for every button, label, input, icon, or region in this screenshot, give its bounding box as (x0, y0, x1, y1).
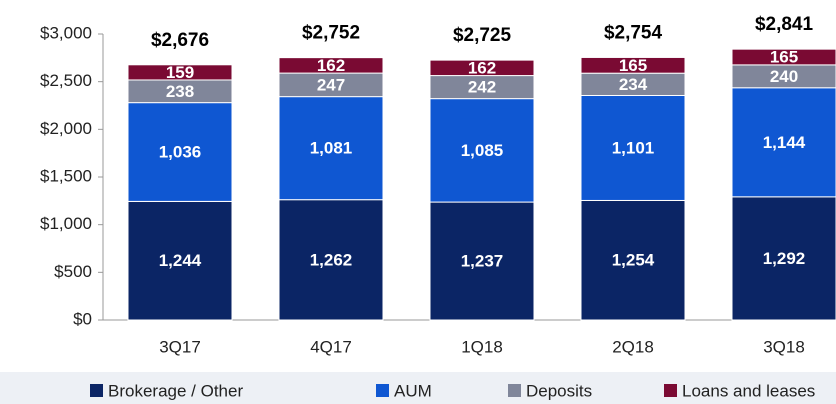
bar-segment (278, 96, 384, 201)
total-label: $2,725 (453, 25, 512, 46)
x-tick-label: 1Q18 (461, 337, 503, 356)
bar-segment (731, 87, 836, 198)
bar-segment (429, 59, 535, 77)
data-label: 234 (619, 75, 648, 94)
x-tick-label: 3Q18 (763, 337, 805, 356)
bar-segment (278, 57, 384, 74)
legend-swatch (90, 384, 103, 397)
data-label: 162 (317, 56, 345, 75)
x-tick-label: 3Q17 (159, 337, 201, 356)
bar-segment (429, 98, 535, 203)
total-label: $2,752 (302, 23, 360, 44)
legend-label: Brokerage / Other (108, 381, 243, 400)
data-label: 162 (468, 58, 496, 77)
data-label: 1,036 (159, 143, 202, 162)
legend-swatch (508, 384, 521, 397)
data-label: 242 (468, 78, 496, 97)
legend-label: Deposits (526, 381, 592, 400)
legend-swatch (376, 384, 389, 397)
legend-label: Loans and leases (682, 381, 815, 400)
bar-segment (127, 200, 233, 321)
bar-segment (127, 102, 233, 202)
y-tick-label: $2,000 (40, 119, 92, 138)
bar-segment (731, 196, 836, 321)
data-label: 165 (770, 48, 798, 67)
data-label: 240 (770, 67, 798, 86)
x-tick-label: 2Q18 (612, 337, 654, 356)
y-tick-label: $1,000 (40, 214, 92, 233)
y-tick-label: $2,500 (40, 71, 92, 90)
data-label: 238 (166, 82, 194, 101)
data-label: 1,085 (461, 141, 504, 160)
bar-segment (731, 48, 836, 66)
data-label: 1,081 (310, 139, 353, 158)
data-label: 1,254 (612, 251, 655, 270)
total-label: $2,754 (604, 22, 663, 43)
y-tick-label: $500 (54, 262, 92, 281)
y-tick-label: $0 (73, 309, 92, 328)
bar-segment (580, 94, 686, 201)
total-label: $2,676 (151, 30, 209, 51)
data-label: 165 (619, 56, 647, 75)
total-label: $2,841 (755, 14, 814, 35)
bar-segment (127, 64, 233, 81)
bar-segment (429, 201, 535, 321)
legend-label: AUM (394, 381, 432, 400)
data-label: 1,237 (461, 252, 504, 271)
data-label: 247 (317, 75, 345, 94)
data-label: 1,144 (763, 133, 806, 152)
data-label: 159 (166, 63, 194, 82)
data-label: 1,101 (612, 138, 655, 157)
bar-segment (580, 199, 686, 321)
data-label: 1,292 (763, 249, 806, 268)
data-label: 1,262 (310, 250, 353, 269)
y-tick-label: $1,500 (40, 166, 92, 185)
bar-segment (580, 56, 686, 74)
y-tick-label: $3,000 (40, 23, 92, 42)
data-label: 1,244 (159, 251, 202, 270)
legend-swatch (664, 384, 677, 397)
legend-background (0, 372, 836, 404)
x-tick-label: 4Q17 (310, 337, 352, 356)
